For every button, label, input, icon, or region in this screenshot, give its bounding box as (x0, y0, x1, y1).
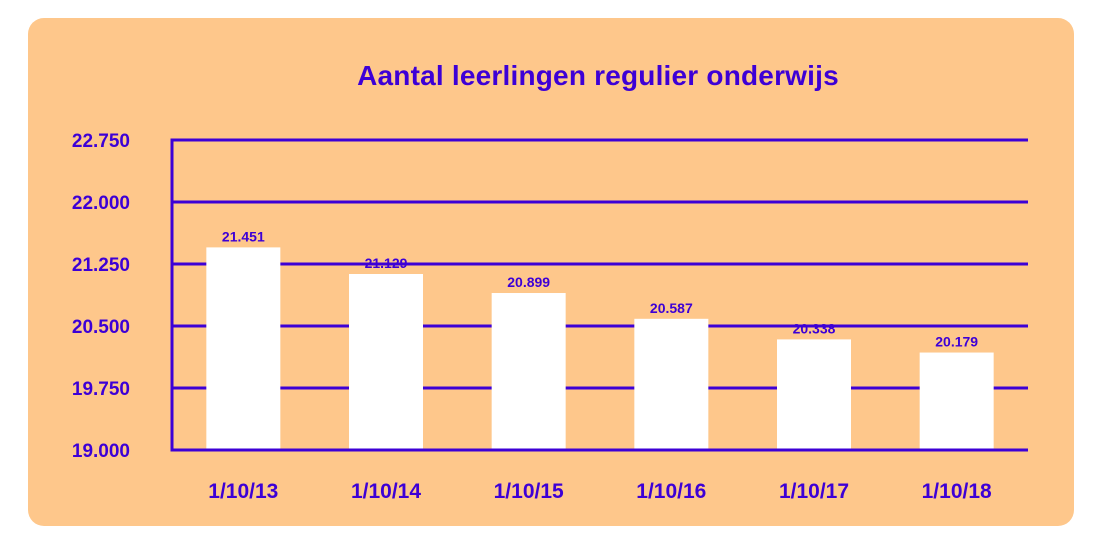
bar (919, 352, 994, 449)
x-tick-label: 1/10/18 (922, 480, 992, 503)
bar (491, 293, 566, 449)
y-tick-label: 22.750 (72, 131, 130, 152)
y-tick-label: 20.500 (72, 317, 130, 338)
bars (206, 247, 994, 449)
data-label: 20.899 (507, 274, 550, 290)
axes (170, 138, 1028, 452)
y-tick-label: 22.000 (72, 193, 130, 214)
data-label: 20.179 (935, 334, 978, 350)
y-tick-label: 19.750 (72, 379, 130, 400)
x-tick-label: 1/10/14 (351, 480, 421, 503)
bar (777, 339, 851, 449)
data-label: 20.338 (793, 320, 836, 336)
y-tick-label: 19.000 (72, 441, 130, 462)
gridlines (172, 138, 1028, 452)
x-tick-label: 1/10/16 (636, 480, 706, 503)
x-tick-label: 1/10/15 (494, 480, 564, 503)
y-tick-label: 21.250 (72, 255, 130, 276)
x-tick-label: 1/10/13 (208, 480, 278, 503)
data-label: 21.451 (222, 228, 265, 244)
bar (349, 274, 423, 449)
labels: 19.000 19.750 20.500 21.250 22.000 22.750 21.4… (72, 131, 992, 503)
x-tick-label: 1/10/17 (779, 480, 849, 503)
chart-title: Aantal leerlingen regulier onderwijs (357, 60, 839, 91)
bar (206, 247, 281, 449)
bar (634, 318, 709, 449)
data-label: 20.587 (650, 300, 693, 316)
data-label: 21.129 (365, 255, 408, 271)
